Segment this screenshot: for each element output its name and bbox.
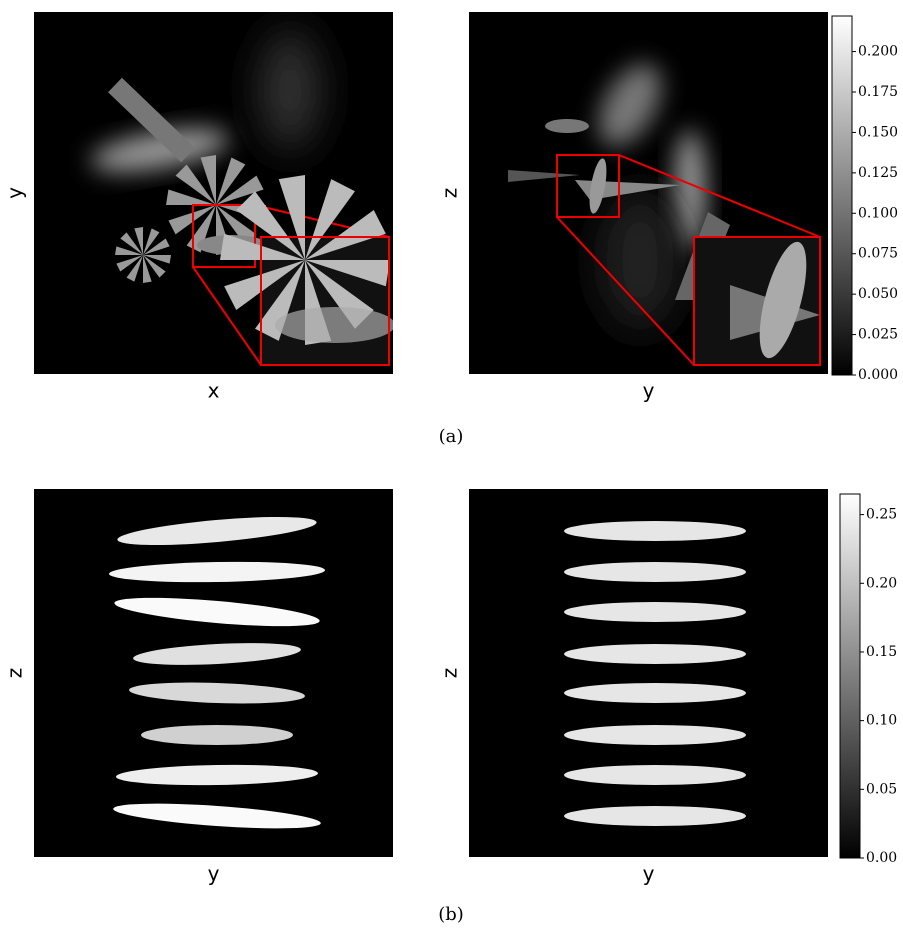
wedge bbox=[216, 175, 264, 205]
tick-label: 0.15 bbox=[866, 644, 897, 660]
wedge bbox=[143, 255, 166, 278]
wedge bbox=[116, 255, 143, 272]
wedge bbox=[216, 205, 257, 246]
wedge bbox=[305, 260, 390, 287]
x-axis-label: y bbox=[643, 379, 655, 403]
tick-label: 0.150 bbox=[858, 124, 898, 140]
wedge bbox=[134, 227, 143, 255]
ellipse bbox=[564, 765, 746, 785]
wedge bbox=[126, 255, 143, 282]
tick-label: 0.10 bbox=[866, 713, 897, 729]
ellipse bbox=[564, 683, 746, 703]
wedge bbox=[255, 260, 305, 341]
wedge bbox=[143, 255, 171, 264]
colorbar bbox=[839, 493, 861, 859]
tick-label: 0.20 bbox=[866, 575, 897, 591]
ellipse bbox=[564, 725, 746, 745]
wedge bbox=[305, 210, 386, 260]
tick-label: 0.050 bbox=[858, 286, 898, 302]
tick-label: 0.100 bbox=[858, 205, 898, 221]
wedge bbox=[143, 228, 160, 255]
x-axis-label: y bbox=[208, 862, 220, 886]
wedge bbox=[224, 260, 305, 310]
tick-label: 0.075 bbox=[858, 246, 898, 262]
ellipse bbox=[564, 602, 746, 622]
tick-label: 0.000 bbox=[858, 367, 898, 383]
image-panel bbox=[34, 489, 393, 857]
wedge bbox=[216, 157, 246, 205]
y-axis-label: y bbox=[3, 187, 27, 199]
wedge bbox=[175, 164, 216, 205]
y-axis-label: z bbox=[438, 188, 462, 199]
tick-label: 0.125 bbox=[858, 165, 898, 181]
wedge bbox=[305, 179, 355, 260]
wedge bbox=[220, 233, 305, 260]
ellipse bbox=[564, 521, 746, 541]
x-axis-label: x bbox=[208, 379, 220, 403]
tick-label: 0.200 bbox=[858, 44, 898, 60]
wedge bbox=[166, 189, 216, 205]
wedge bbox=[115, 246, 143, 255]
y-axis-label: z bbox=[3, 668, 27, 679]
tick-label: 0.25 bbox=[866, 507, 897, 523]
ellipse bbox=[564, 644, 746, 664]
tick-label: 0.05 bbox=[866, 781, 897, 797]
caption: (b) bbox=[438, 904, 464, 925]
wedge bbox=[278, 175, 305, 260]
image-panel bbox=[34, 12, 393, 374]
wedge bbox=[120, 232, 143, 255]
wedge bbox=[236, 191, 305, 260]
wedge bbox=[143, 238, 170, 255]
ellipse bbox=[564, 806, 746, 826]
tick-label: 0.025 bbox=[858, 327, 898, 343]
wedge bbox=[143, 255, 152, 283]
ellipse bbox=[564, 562, 746, 582]
caption: (a) bbox=[439, 426, 464, 447]
tick-label: 0.175 bbox=[858, 84, 898, 100]
y-axis-label: z bbox=[438, 668, 462, 679]
image-panel bbox=[469, 489, 828, 857]
x-axis-label: y bbox=[643, 862, 655, 886]
image-panel bbox=[469, 12, 828, 374]
colorbar bbox=[831, 15, 853, 376]
tick-label: 0.00 bbox=[866, 850, 897, 866]
wedge bbox=[200, 155, 216, 205]
